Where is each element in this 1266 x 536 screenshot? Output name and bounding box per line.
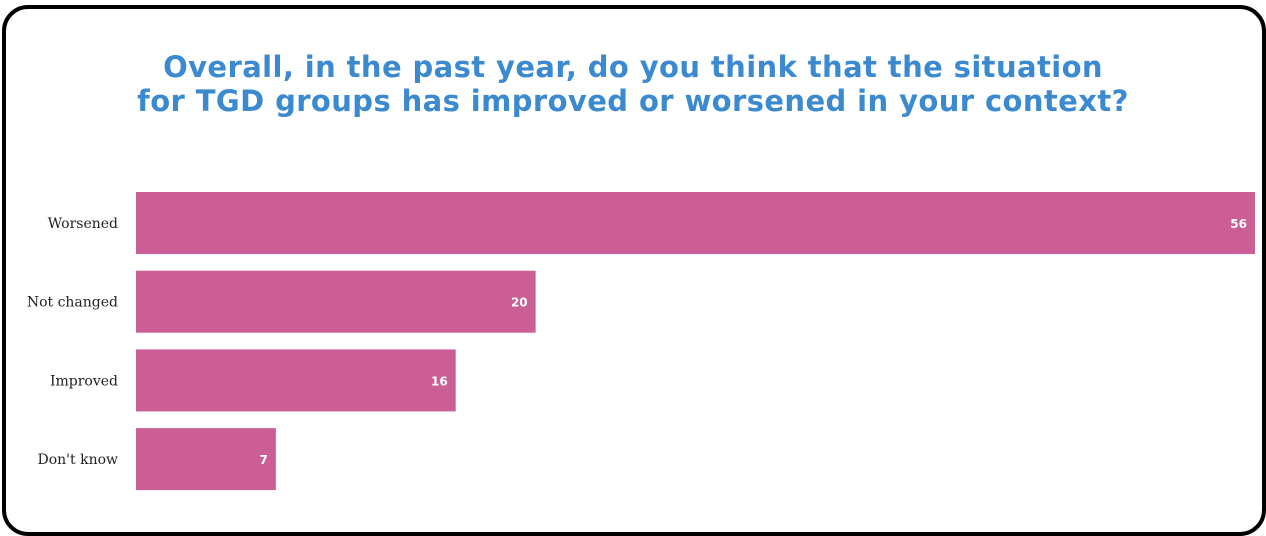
category-label-not-changed: Not changed <box>27 295 118 311</box>
value-label-improved: 16 <box>431 374 448 388</box>
value-label-worsened: 56 <box>1230 217 1247 231</box>
chart-title: Overall, in the past year, do you think … <box>0 50 1266 118</box>
value-label-don-t-know: 7 <box>260 453 268 467</box>
chart-title-line-2: for TGD groups has improved or worsened … <box>137 84 1129 118</box>
category-label-worsened: Worsened <box>48 216 118 232</box>
category-label-improved: Improved <box>50 373 118 389</box>
value-label-not-changed: 20 <box>511 296 528 310</box>
category-label-don-t-know: Don't know <box>37 452 118 468</box>
bar-not-changed <box>136 270 536 333</box>
bar-improved <box>136 349 456 412</box>
bar-don-t-know <box>136 428 276 491</box>
bar-worsened <box>136 192 1255 254</box>
chart-title-line-1: Overall, in the past year, do you think … <box>163 50 1103 84</box>
